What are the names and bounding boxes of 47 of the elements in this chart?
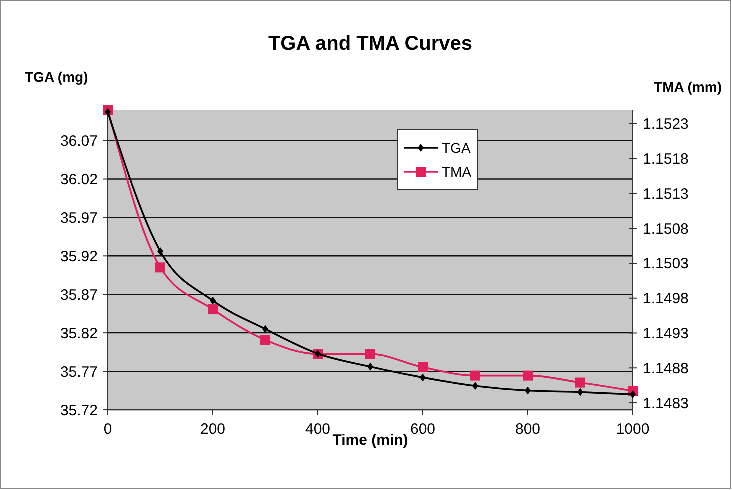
x-axis-title: Time (min) [332, 432, 408, 449]
point [105, 108, 111, 116]
point [260, 335, 270, 346]
x-tick-label: 1000 [616, 421, 650, 438]
point [210, 296, 216, 305]
y2-axis-title: TMA (mm) [654, 79, 722, 95]
y-tick-label: 36.07 [60, 133, 98, 150]
legend-label: TGA [442, 140, 472, 156]
y2-tick-label: 1.1498 [643, 290, 689, 308]
y-tick-label: 35.72 [60, 402, 98, 420]
y2-tick-label: 1.1513 [643, 186, 689, 203]
y-tick-label: 36.02 [60, 171, 98, 188]
point [418, 362, 428, 372]
x-tick-label: 800 [515, 421, 541, 438]
y-tick-label: 35.77 [60, 364, 98, 381]
y2-tick-label: 1.1493 [643, 326, 689, 343]
point [208, 304, 218, 315]
point [630, 390, 636, 399]
point [523, 370, 533, 381]
point [262, 325, 268, 334]
point [366, 349, 376, 360]
legend-label: TMA [442, 164, 472, 180]
chart-title: TGA and TMA Curves [268, 33, 473, 55]
y2-tick-label: 1.1483 [643, 395, 689, 412]
y2-tick-label: 1.1488 [643, 360, 689, 378]
x-tick-label: 400 [305, 421, 331, 438]
y2-tick-label: 1.1523 [643, 116, 689, 134]
point [156, 262, 166, 273]
point [158, 248, 164, 256]
y-tick-label: 35.92 [60, 248, 98, 266]
point [470, 370, 480, 381]
point [472, 382, 478, 390]
x-tick-label: 0 [104, 421, 112, 438]
x-tick-label: 600 [410, 421, 436, 438]
point [368, 362, 374, 371]
point [420, 374, 426, 382]
point [525, 386, 531, 395]
y2-tick-label: 1.1518 [643, 151, 689, 168]
point [578, 388, 584, 396]
x-tick-label: 200 [200, 421, 226, 438]
y2-tick-label: 1.1503 [643, 256, 689, 273]
point [576, 378, 586, 388]
y2-tick-label: 1.1508 [643, 220, 689, 238]
y-tick-label: 35.97 [60, 210, 98, 227]
y-tick-label: 35.87 [60, 286, 98, 304]
y-tick-label: 35.82 [60, 325, 98, 342]
y-axis-title: TGA (mg) [25, 69, 88, 85]
